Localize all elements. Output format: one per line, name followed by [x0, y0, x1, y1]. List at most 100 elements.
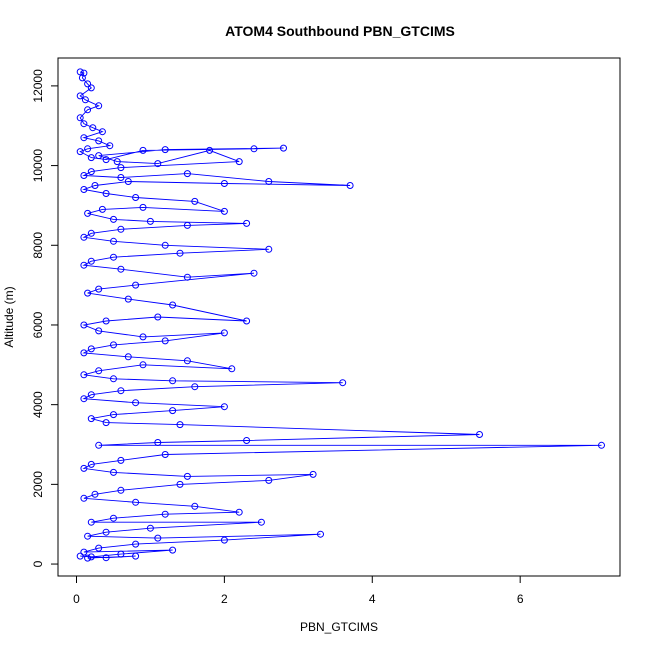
data-point [176, 249, 184, 257]
data-point [183, 472, 191, 480]
data-point [124, 295, 132, 303]
data-point [110, 215, 117, 223]
y-tick-label: 6000 [31, 311, 45, 338]
data-point [183, 273, 191, 281]
data-point [243, 437, 251, 444]
data-point [95, 102, 103, 110]
data-point [154, 534, 162, 542]
data-point [76, 92, 84, 100]
data-point [87, 84, 95, 92]
data-point [161, 146, 169, 154]
data-point [235, 508, 243, 516]
data-point [95, 137, 103, 145]
data-point [191, 197, 199, 205]
y-tick-label: 0 [31, 560, 45, 567]
data-point [124, 353, 132, 361]
data-point [95, 285, 103, 293]
data-point [139, 203, 147, 211]
data-point [169, 546, 177, 554]
data-point [87, 229, 95, 237]
data-point [87, 154, 95, 162]
data-point [80, 321, 88, 329]
data-point [176, 421, 184, 429]
data-point [91, 182, 99, 189]
data-point [110, 468, 117, 476]
data-point [87, 460, 95, 468]
data-point [80, 548, 88, 556]
data-point [265, 245, 273, 253]
data-point [161, 337, 169, 345]
data-point [146, 217, 154, 225]
data-point [183, 357, 191, 365]
x-tick-label: 0 [73, 592, 80, 606]
data-point [339, 379, 347, 387]
data-point [309, 470, 317, 478]
data-point [84, 209, 92, 217]
data-point [102, 528, 110, 536]
data-point [98, 205, 106, 213]
data-point [80, 186, 88, 193]
data-point [80, 371, 88, 379]
data-point [110, 237, 117, 245]
data-point [117, 164, 125, 172]
data-point [317, 530, 324, 538]
data-point [76, 552, 84, 560]
data-point [102, 317, 110, 325]
data-point [146, 524, 154, 532]
data-point [87, 553, 95, 561]
x-tick-label: 4 [369, 592, 376, 606]
data-point [102, 156, 110, 164]
data-point [346, 182, 354, 189]
data-point [220, 536, 228, 544]
data-point [220, 329, 228, 337]
data-point [80, 464, 88, 472]
data-point [124, 178, 132, 185]
data-point [206, 146, 214, 154]
data-point [220, 403, 228, 411]
data-point [81, 96, 89, 104]
data-point [87, 168, 95, 176]
data-point [95, 441, 103, 449]
data-point [87, 257, 95, 265]
data-point [95, 152, 103, 160]
data-point [80, 395, 88, 403]
data-point [80, 134, 88, 142]
data-point [132, 399, 140, 407]
data-point [80, 172, 88, 179]
data-point [106, 142, 114, 150]
data-point [87, 518, 95, 526]
data-point [183, 221, 191, 229]
data-point [80, 494, 88, 502]
data-point [84, 554, 92, 562]
data-point [117, 265, 125, 273]
data-point [476, 431, 483, 438]
data-point [132, 552, 140, 560]
data-point [91, 490, 99, 498]
data-point [80, 261, 88, 269]
data-point [139, 361, 147, 369]
data-point [84, 80, 92, 88]
data-point [117, 486, 125, 494]
data-point [102, 419, 110, 427]
data-point [110, 341, 117, 349]
data-point [80, 349, 88, 357]
data-point [87, 345, 95, 353]
data-point [265, 178, 273, 185]
data-point [98, 128, 106, 136]
y-tick-label: 4000 [31, 391, 45, 418]
y-tick-label: 2000 [31, 471, 45, 498]
x-tick-label: 2 [221, 592, 228, 606]
y-axis: 0 2000 4000 6000 8000 10000 12000 [31, 69, 59, 567]
data-point [132, 194, 140, 201]
x-axis-label: PBN_GTCIMS [300, 620, 378, 634]
y-tick-label: 12000 [31, 69, 45, 103]
data-point [76, 148, 84, 156]
plot-layer [76, 68, 605, 562]
data-point [80, 120, 88, 128]
data-point [117, 174, 125, 181]
data-point [139, 333, 147, 341]
x-axis: 0 2 4 6 [73, 575, 524, 606]
y-axis-label: Altitude (m) [2, 286, 16, 347]
data-point [117, 387, 125, 395]
